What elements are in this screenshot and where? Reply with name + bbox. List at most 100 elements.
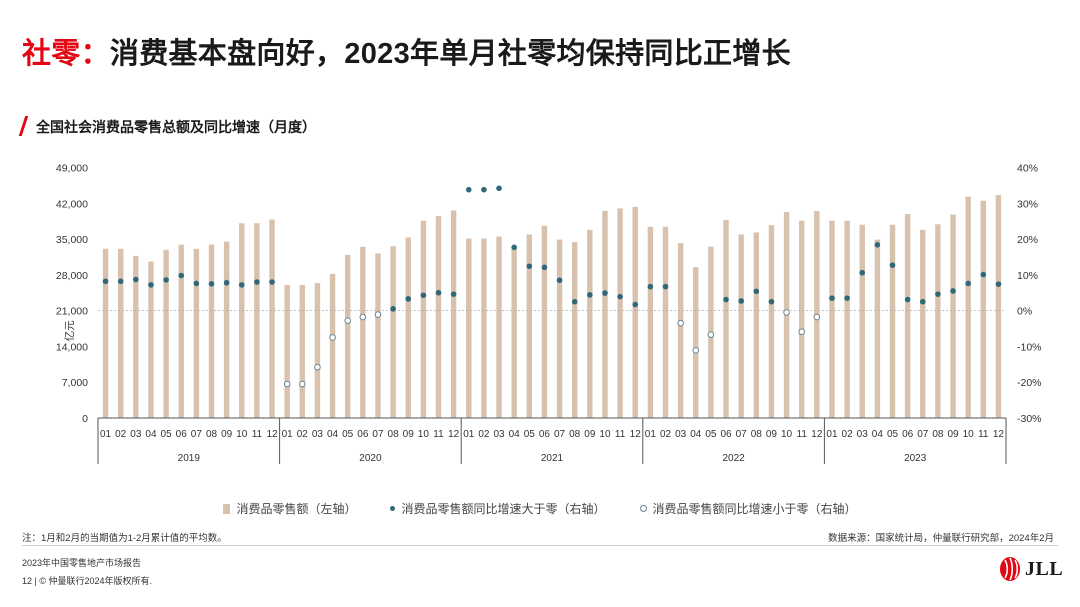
growth-dot-positive <box>223 279 230 286</box>
hollow-dot-icon <box>639 505 647 512</box>
right-axis-ticks: -30% -20% -10% 0% 10% 20% 30% 40% <box>1017 163 1042 426</box>
month-tick-label: 12 <box>266 429 278 440</box>
month-tick-label: 08 <box>932 429 944 440</box>
sales-bar <box>935 224 941 418</box>
month-tick-label: 04 <box>509 429 521 440</box>
growth-dot-positive <box>450 291 457 297</box>
month-tick-label: 09 <box>947 429 959 440</box>
growth-dot-positive <box>435 289 442 296</box>
sales-bar <box>345 254 351 418</box>
growth-dot-negative <box>692 347 700 354</box>
sales-bar <box>254 223 260 418</box>
month-tick-label: 02 <box>478 429 490 440</box>
growth-dot-positive <box>980 271 987 278</box>
sales-bar <box>617 208 623 418</box>
x-axis: 01 02 03 04 05 06 07 08 09 10 11 12 01 02 03 04 05 06 07 08… <box>97 417 1007 464</box>
right-tick-label: -30% <box>1017 413 1042 425</box>
month-tick-label: 02 <box>660 429 672 440</box>
right-tick-label: 0% <box>1017 306 1032 318</box>
month-tick-label: 08 <box>388 429 400 440</box>
month-tick-label: 10 <box>599 429 611 440</box>
sales-bar <box>844 220 850 418</box>
month-tick-label: 03 <box>675 429 687 440</box>
growth-dot-positive <box>269 279 275 285</box>
growth-dot-positive <box>602 290 608 296</box>
sales-bar <box>420 220 427 418</box>
growth-dot-positive <box>208 281 215 287</box>
right-tick-label: 20% <box>1017 234 1038 246</box>
month-tick-label: 03 <box>857 429 869 440</box>
sales-bar <box>284 285 290 418</box>
sales-bar <box>980 200 986 418</box>
month-tick-label: 02 <box>842 429 854 440</box>
page-title: 社零：消费基本盘向好，2023年单月社零均保持同比正增长 <box>22 30 791 72</box>
left-tick-label: 21,000 <box>56 306 88 318</box>
growth-dot-negative <box>813 313 821 321</box>
month-tick-label: 07 <box>917 429 929 440</box>
growth-dot-positive <box>238 282 245 288</box>
month-tick-label: 03 <box>493 429 505 440</box>
bar-series <box>102 195 1002 418</box>
month-tick-label: 02 <box>115 429 127 440</box>
left-tick-label: 28,000 <box>56 270 88 282</box>
month-tick-label: 07 <box>372 429 384 440</box>
month-tick-label: 07 <box>191 429 203 440</box>
growth-dot-positive <box>102 278 109 285</box>
right-tick-label: -10% <box>1017 341 1042 353</box>
month-tick-label: 05 <box>342 429 354 440</box>
month-tick-label: 10 <box>963 429 975 440</box>
legend-positive-label: 消费品零售额同比增速大于零（右轴） <box>401 502 606 516</box>
sales-bar <box>889 224 896 418</box>
sales-bar <box>193 248 200 418</box>
growth-dots <box>102 185 1002 388</box>
month-tick-label: 08 <box>751 429 763 440</box>
month-tick-label: 07 <box>736 429 748 440</box>
sales-bar <box>118 248 124 418</box>
jll-logo-icon <box>1000 557 1020 581</box>
year-tick-label: 2020 <box>359 453 382 464</box>
sales-bar <box>602 210 608 418</box>
sales-bar <box>208 244 215 418</box>
legend-item-positive: 消费品零售额同比增速大于零（右轴） <box>390 500 606 517</box>
sales-bar <box>556 239 563 418</box>
month-tick-label: 06 <box>357 429 369 440</box>
data-source: 数据来源：国家统计局，仲量联行研究部，2024年2月 <box>828 533 1054 544</box>
growth-dot-positive <box>889 262 896 268</box>
growth-dot-positive <box>117 278 124 285</box>
growth-dot-positive <box>904 296 911 303</box>
right-tick-label: 10% <box>1017 270 1038 282</box>
month-tick-label: 03 <box>312 429 324 440</box>
growth-dot-negative <box>283 380 291 388</box>
growth-dot-positive <box>571 298 578 305</box>
sales-bar <box>738 234 744 418</box>
month-tick-label: 01 <box>826 429 838 440</box>
sales-bar <box>148 261 154 418</box>
legend-item-negative: 消费品零售额同比增速小于零（右轴） <box>639 500 857 517</box>
growth-dot-negative <box>344 317 352 324</box>
chart-legend: 消费品零售额（左轴） 消费品零售额同比增速大于零（右轴） 消费品零售额同比增速小… <box>0 500 1080 517</box>
sales-bar <box>511 248 517 418</box>
report-name: 2023年中国零售地产市场报告 <box>22 558 142 568</box>
legend-item-bar: 消费品零售额（左轴） <box>223 500 356 517</box>
sales-bar <box>435 216 442 418</box>
growth-dot-positive <box>768 298 775 305</box>
left-axis-label: 亿元 <box>63 320 76 341</box>
month-tick-label: 04 <box>690 429 702 440</box>
sales-bar <box>799 220 805 418</box>
month-tick-label: 05 <box>524 429 536 440</box>
left-tick-label: 35,000 <box>56 234 88 246</box>
growth-dot-positive <box>829 295 835 301</box>
growth-dot-negative <box>299 380 306 388</box>
growth-dot-positive <box>556 277 563 284</box>
sales-bar <box>360 246 366 418</box>
year-tick-label: 2021 <box>541 453 564 464</box>
sales-bar <box>390 246 396 418</box>
sales-bar <box>632 206 638 418</box>
growth-dot-negative <box>329 334 336 341</box>
growth-dot-negative <box>798 328 806 336</box>
sales-bar <box>466 238 472 418</box>
sales-bar <box>541 225 548 418</box>
growth-dot-positive <box>738 298 744 304</box>
sales-bar <box>829 220 835 418</box>
growth-dot-positive <box>935 291 941 297</box>
